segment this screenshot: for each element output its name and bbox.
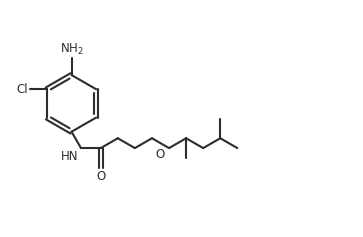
Text: HN: HN [61, 150, 78, 163]
Text: NH$_2$: NH$_2$ [60, 41, 83, 57]
Text: Cl: Cl [17, 83, 28, 96]
Text: O: O [156, 148, 165, 161]
Text: O: O [96, 170, 105, 183]
